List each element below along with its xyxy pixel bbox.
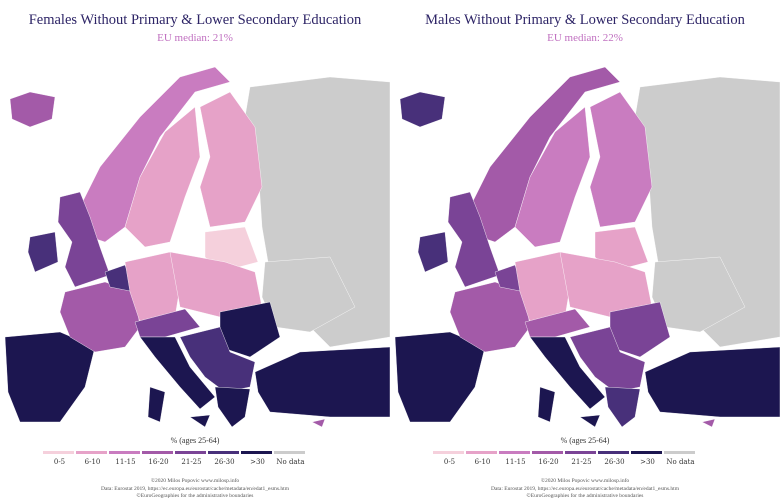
region-iceland — [9, 91, 56, 128]
legend-swatch — [175, 451, 206, 454]
region-finland — [589, 91, 653, 228]
region-uk — [447, 191, 501, 288]
legend-label: 21-25 — [571, 458, 592, 466]
region-cyprus — [701, 418, 716, 428]
legend-swatch — [208, 451, 239, 454]
region-balkans — [179, 326, 256, 393]
map-subtitle: EU median: 21% — [157, 32, 233, 44]
region-sweden — [124, 106, 201, 248]
region-romania — [609, 301, 671, 358]
males-map-panel: Males Without Primary & Lower Secondary … — [390, 0, 780, 501]
region-finland — [199, 91, 263, 228]
legend-label: No data — [276, 458, 305, 466]
legend-label: 6-10 — [84, 458, 101, 466]
region-turkey — [644, 346, 780, 418]
legend-label: 0-5 — [443, 458, 456, 466]
legend-label: 11-15 — [115, 458, 136, 466]
legend-swatch — [433, 451, 464, 454]
credit-boundaries: ©EuroGeographies for the administrative … — [526, 493, 644, 499]
legend-swatch — [274, 451, 305, 454]
credit-data: Data: Eurostat 2019, https://ec.europa.e… — [100, 485, 289, 492]
footer-credits: ©2020 Milos Popovic www.milosp.info Data… — [0, 478, 390, 501]
legend-bar — [43, 451, 307, 454]
region-balkans — [569, 326, 646, 393]
region-iceland — [399, 91, 446, 128]
credit-data: Data: Eurostat 2019, https://ec.europa.e… — [490, 485, 679, 492]
legend-label: 6-10 — [474, 458, 491, 466]
region-alps — [524, 308, 591, 338]
legend-label: No data — [666, 458, 695, 466]
legend-label: 21-25 — [181, 458, 202, 466]
region-iberia — [4, 331, 96, 423]
map-title: Males Without Primary & Lower Secondary … — [425, 12, 745, 28]
females-map-panel: Females Without Primary & Lower Secondar… — [0, 12, 390, 501]
choropleth-map — [394, 66, 780, 428]
region-romania — [219, 301, 281, 358]
region-iberia — [394, 331, 486, 423]
legend-swatch — [142, 451, 173, 454]
legend-swatch — [532, 451, 563, 454]
legend-label: 0-5 — [53, 458, 66, 466]
legend-title: % (ages 25-64) — [170, 436, 220, 445]
map-subtitle: EU median: 22% — [547, 32, 623, 44]
legend-label: >30 — [640, 458, 655, 466]
legend-swatch — [466, 451, 497, 454]
legend-swatch — [565, 451, 596, 454]
legend-swatch — [109, 451, 140, 454]
legend-label: 26-30 — [214, 458, 235, 466]
region-italy — [529, 336, 606, 428]
region-ukraine — [261, 256, 356, 333]
region-alps — [134, 308, 201, 338]
legend-label: 16-20 — [538, 458, 559, 466]
credit-boundaries: ©EuroGeographies for the administrative … — [136, 493, 254, 499]
choropleth-map — [4, 66, 390, 428]
legend-swatch — [241, 451, 272, 454]
credit-author: ©2020 Milos Popovic www.milosp.info — [150, 478, 240, 484]
region-uk — [57, 191, 111, 288]
legend-swatch — [499, 451, 530, 454]
legend-swatch — [76, 451, 107, 454]
legend-swatch — [43, 451, 74, 454]
region-greece — [214, 386, 251, 428]
legend-swatch — [631, 451, 662, 454]
legend-label: >30 — [250, 458, 265, 466]
legend-label: 16-20 — [148, 458, 169, 466]
region-ireland — [27, 231, 59, 273]
legend-bar — [433, 451, 697, 454]
footer-credits: ©2020 Milos Popovic www.milosp.info Data… — [390, 478, 780, 501]
legend-labels: 0-5 6-10 11-15 16-20 21-25 26-30 >30 No data — [43, 458, 307, 467]
region-sweden — [514, 106, 591, 248]
legend-label: 11-15 — [505, 458, 526, 466]
credit-author: ©2020 Milos Popovic www.milosp.info — [540, 478, 630, 484]
legend-labels: 0-5 6-10 11-15 16-20 21-25 26-30 >30 No data — [433, 458, 697, 467]
legend-label: 26-30 — [604, 458, 625, 466]
region-ireland — [417, 231, 449, 273]
map-title: Females Without Primary & Lower Secondar… — [28, 12, 362, 28]
legend-title: % (ages 25-64) — [560, 436, 610, 445]
region-italy — [139, 336, 216, 428]
region-ukraine — [651, 256, 746, 333]
region-cyprus — [311, 418, 326, 428]
legend-swatch — [664, 451, 695, 454]
legend-swatch — [598, 451, 629, 454]
region-greece — [604, 386, 641, 428]
region-turkey — [254, 346, 390, 418]
